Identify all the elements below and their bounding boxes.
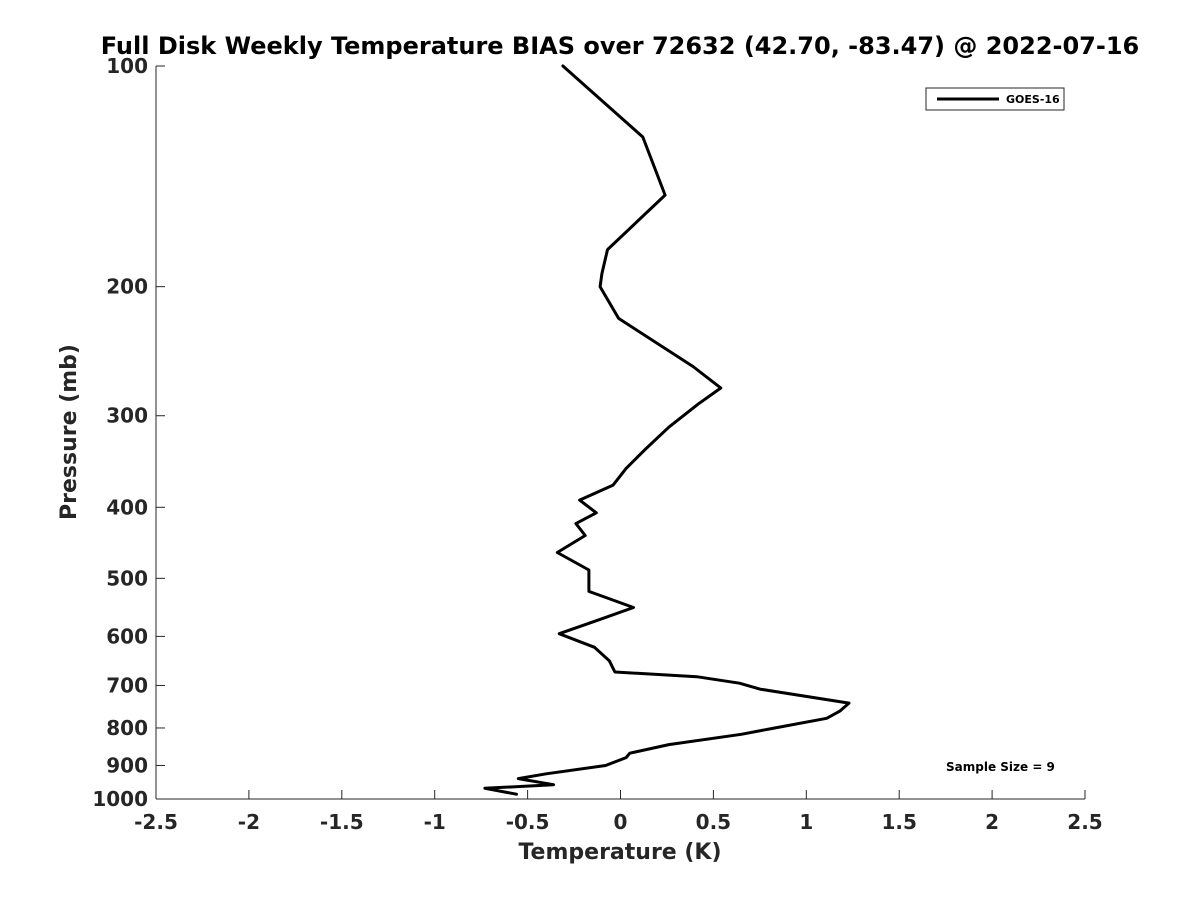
x-tick-label: 0.5: [696, 810, 731, 834]
y-axis-label: Pressure (mb): [57, 344, 82, 520]
y-tick-label: 400: [106, 495, 148, 519]
series-line-goes16: [483, 64, 851, 796]
y-tick-label: 200: [106, 275, 148, 299]
y-tick-label: 500: [106, 566, 148, 590]
y-tick-label: 900: [106, 753, 148, 777]
y-tick-label: 300: [106, 404, 148, 428]
plot-axes: [155, 66, 1085, 800]
x-tick-label: 2.5: [1067, 810, 1102, 834]
legend: GOES-16: [925, 87, 1065, 111]
x-tick-label: 1: [799, 810, 813, 834]
x-tick-label: -2.5: [134, 810, 178, 834]
y-tick-label: 800: [106, 716, 148, 740]
y-tick-label: 1000: [92, 787, 148, 811]
x-axis-label: Temperature (K): [518, 840, 721, 865]
y-tick-label: 700: [106, 673, 148, 697]
x-tick-label: 1.5: [881, 810, 916, 834]
x-tick-label: -2: [238, 810, 260, 834]
sample-size-annotation: Sample Size = 9: [946, 760, 1055, 774]
y-tick-label: 100: [106, 54, 148, 78]
legend-label-goes16: GOES-16: [1006, 93, 1060, 106]
x-ticks: -2.5 -2 -1.5 -1 -0.5 0 0.5 1 1.5 2 2.5: [134, 790, 1103, 834]
chart-title: Full Disk Weekly Temperature BIAS over 7…: [101, 32, 1140, 60]
x-tick-label: -0.5: [506, 810, 550, 834]
y-tick-label: 600: [106, 624, 148, 648]
x-tick-label: -1.5: [320, 810, 364, 834]
x-tick-label: 2: [985, 810, 999, 834]
x-tick-label: -1: [424, 810, 446, 834]
x-tick-label: 0: [614, 810, 628, 834]
y-ticks: 100 200 300 400 500 600 700 800 900 1000: [92, 54, 165, 811]
